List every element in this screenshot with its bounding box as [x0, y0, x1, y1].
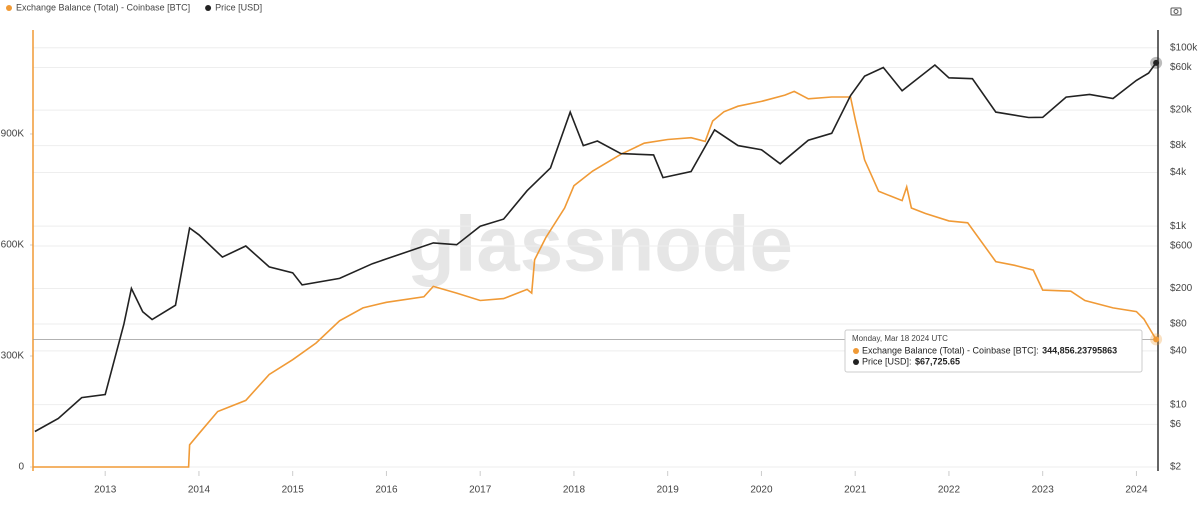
hover-point [1153, 59, 1160, 66]
legend-label[interactable]: Exchange Balance (Total) - Coinbase [BTC… [16, 2, 190, 12]
x-tick-label: 2022 [938, 485, 961, 496]
watermark: glassnode [407, 200, 793, 288]
y2-tick-label: $60k [1170, 62, 1193, 73]
tooltip-name: Price [USD] [862, 356, 909, 366]
y-tick-label: 0 [18, 462, 24, 473]
x-tick-label: 2017 [469, 485, 492, 496]
x-tick-label: 2014 [188, 485, 211, 496]
x-tick-label: 2019 [657, 485, 680, 496]
hover-point [1153, 336, 1160, 343]
legend-label[interactable]: Price [USD] [215, 2, 262, 12]
x-tick-label: 2013 [94, 485, 117, 496]
tooltip: Monday, Mar 18 2024 UTC Exchange Balance … [844, 329, 1143, 373]
y2-tick-label: $20k [1170, 105, 1193, 116]
y2-tick-label: $10 [1170, 399, 1187, 410]
x-tick-label: 2020 [750, 485, 773, 496]
y2-tick-label: $1k [1170, 221, 1187, 232]
y2-tick-label: $600 [1170, 241, 1193, 252]
camera-icon[interactable] [1170, 7, 1182, 16]
tooltip-sep: : [909, 356, 912, 366]
y-tick-label: 600K [1, 240, 25, 251]
y2-tick-label: $100k [1170, 42, 1198, 53]
tooltip-value: $67,725.65 [915, 356, 960, 366]
y2-tick-label: $40 [1170, 346, 1187, 357]
y2-tick-label: $8k [1170, 140, 1187, 151]
tooltip-marker [853, 348, 859, 354]
y2-tick-label: $80 [1170, 319, 1187, 330]
x-tick-label: 2016 [375, 485, 398, 496]
x-tick-label: 2024 [1125, 485, 1148, 496]
y2-tick-label: $4k [1170, 167, 1187, 178]
tooltip-title: Monday, Mar 18 2024 UTC [852, 334, 948, 343]
y-tick-label: 900K [1, 129, 25, 140]
tooltip-value: 344,856.23795863 [1042, 345, 1117, 355]
tooltip-box [844, 329, 1143, 373]
x-tick-label: 2018 [563, 485, 586, 496]
legend-marker [6, 5, 12, 11]
y2-tick-label: $200 [1170, 283, 1193, 294]
tooltip-name: Exchange Balance (Total) - Coinbase [BTC… [862, 345, 1036, 355]
x-tick-label: 2023 [1032, 485, 1055, 496]
y-tick-label: 300K [1, 351, 25, 362]
y2-tick-label: $6 [1170, 419, 1182, 430]
x-tick-label: 2015 [282, 485, 305, 496]
series-line [34, 62, 1157, 433]
legend-marker [205, 5, 212, 11]
tooltip-sep: : [1036, 345, 1039, 355]
y2-tick-label: $2 [1170, 462, 1182, 473]
tooltip-marker [853, 359, 859, 365]
x-tick-label: 2021 [844, 485, 867, 496]
series-line [33, 90, 1157, 468]
